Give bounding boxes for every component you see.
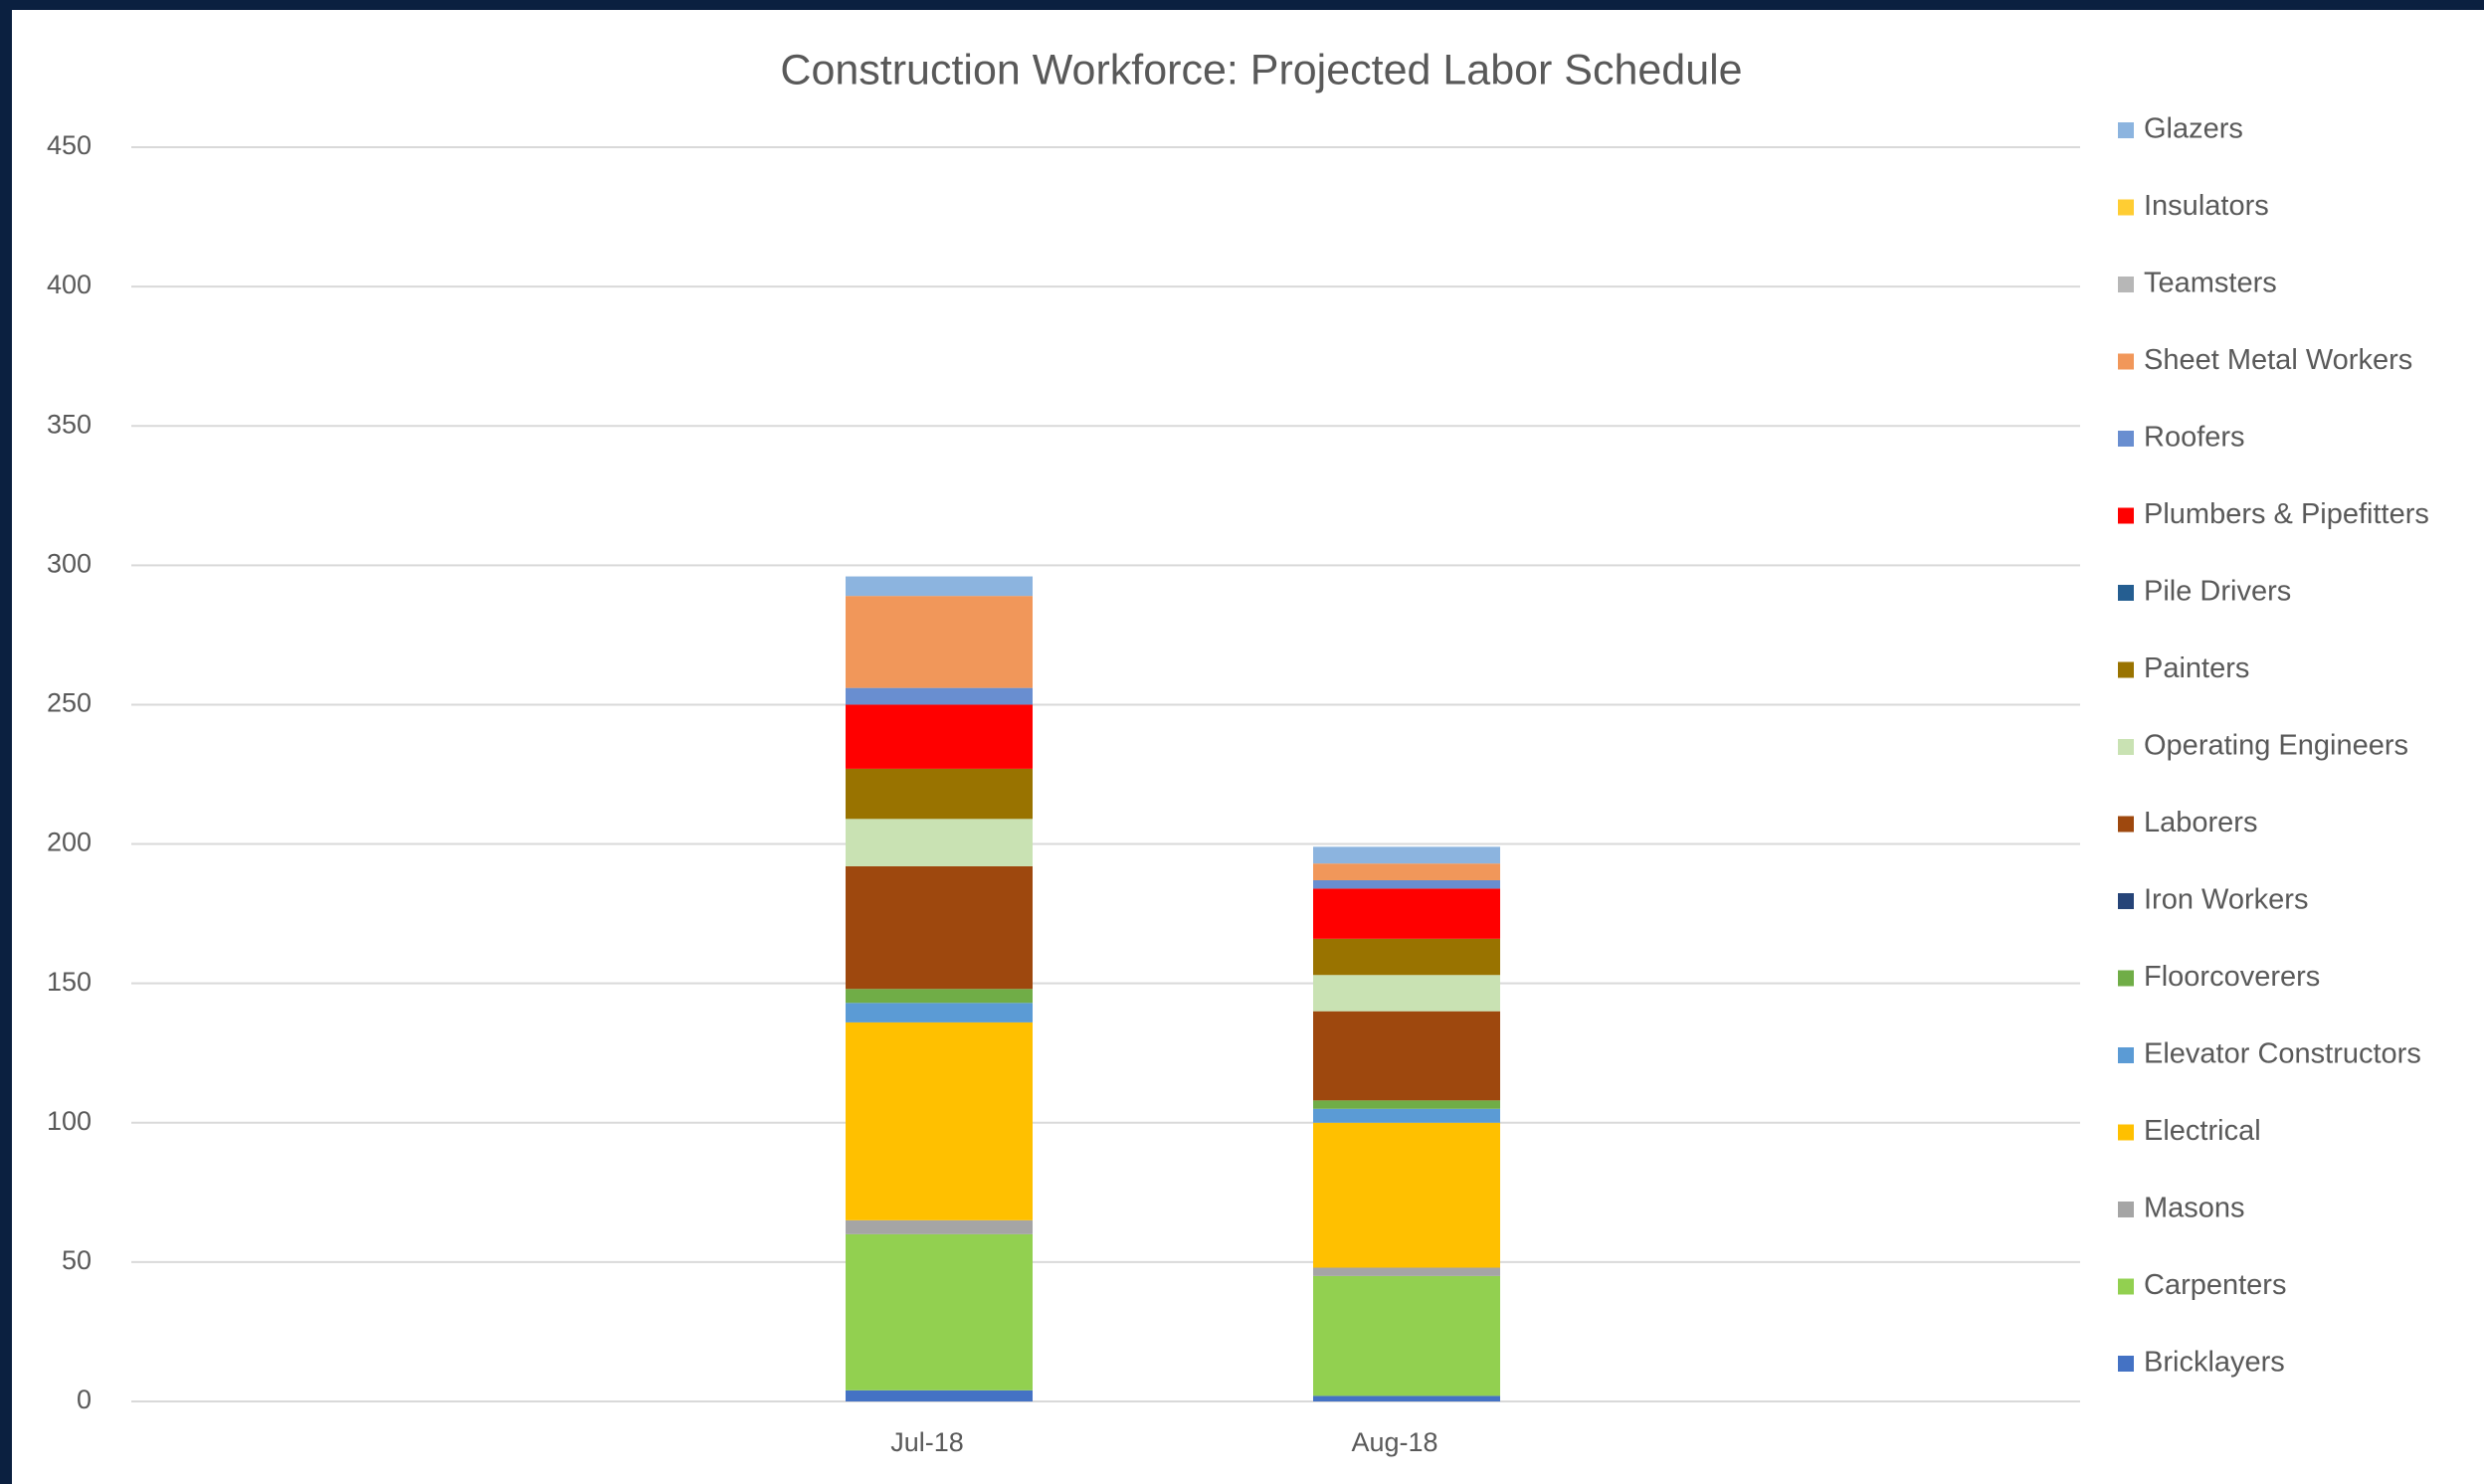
- legend-label: Iron Workers: [2144, 884, 2308, 916]
- bar-segment: [1313, 1100, 1500, 1109]
- y-tick-label: 150: [47, 967, 92, 997]
- bar-segment: [1313, 1011, 1500, 1101]
- bar-segment: [1313, 846, 1500, 864]
- bar-segment: [1313, 975, 1500, 1012]
- y-tick-label: 250: [47, 688, 92, 718]
- legend-label: Plumbers & Pipefitters: [2144, 498, 2429, 530]
- chart-background: [12, 10, 2484, 1484]
- bar-segment: [846, 596, 1033, 688]
- bar-segment: [846, 1390, 1033, 1401]
- legend-swatch: [2118, 353, 2134, 370]
- legend-swatch: [2118, 1047, 2134, 1063]
- bar-segment: [846, 819, 1033, 866]
- legend-swatch: [2118, 1356, 2134, 1372]
- bar-segment: [846, 1021, 1033, 1220]
- legend-label: Pile Drivers: [2144, 576, 2291, 608]
- legend-label: Floorcoverers: [2144, 961, 2320, 993]
- legend-swatch: [2118, 739, 2134, 755]
- legend-label: Glazers: [2144, 113, 2243, 145]
- y-tick-label: 350: [47, 409, 92, 439]
- bar-segment: [846, 989, 1033, 1004]
- legend-swatch: [2118, 1278, 2134, 1295]
- y-tick-label: 50: [62, 1245, 92, 1275]
- bar-segment: [1313, 1275, 1500, 1396]
- bar-segment: [1313, 1395, 1500, 1401]
- legend-swatch: [2118, 1202, 2134, 1217]
- bar-segment: [846, 865, 1033, 990]
- bar-segment: [846, 1219, 1033, 1234]
- legend-swatch: [2118, 661, 2134, 678]
- bar-segment: [1313, 879, 1500, 889]
- bar-segment: [846, 576, 1033, 597]
- x-tick-label: Jul-18: [890, 1427, 964, 1457]
- legend-swatch: [2118, 1124, 2134, 1141]
- legend-label: Elevator Constructors: [2144, 1038, 2421, 1070]
- y-tick-label: 300: [47, 548, 92, 578]
- y-tick-label: 0: [77, 1385, 92, 1414]
- legend-label: Masons: [2144, 1193, 2245, 1224]
- legend-swatch: [2118, 970, 2134, 987]
- bar-segment: [846, 1003, 1033, 1022]
- y-tick-label: 450: [47, 130, 92, 160]
- legend-label: Bricklayers: [2144, 1347, 2285, 1379]
- legend-label: Teamsters: [2144, 268, 2277, 299]
- chart-title: Construction Workforce: Projected Labor …: [780, 46, 1742, 93]
- legend-swatch: [2118, 816, 2134, 833]
- x-tick-label: Aug-18: [1351, 1427, 1437, 1457]
- legend-label: Electrical: [2144, 1115, 2261, 1147]
- legend-swatch: [2118, 507, 2134, 524]
- legend-label: Painters: [2144, 652, 2249, 684]
- legend-swatch: [2118, 277, 2134, 292]
- legend-swatch: [2118, 122, 2134, 138]
- bar-segment: [1313, 938, 1500, 976]
- legend-label: Operating Engineers: [2144, 730, 2408, 762]
- legend-swatch: [2118, 199, 2134, 216]
- bar-segment: [1313, 863, 1500, 880]
- legend-label: Carpenters: [2144, 1269, 2286, 1301]
- legend-label: Insulators: [2144, 190, 2269, 222]
- legend-swatch: [2118, 585, 2134, 601]
- bar-segment: [1313, 1267, 1500, 1276]
- bar-segment: [846, 704, 1033, 769]
- bar-segment: [1313, 1108, 1500, 1123]
- y-tick-label: 400: [47, 270, 92, 299]
- bar-segment: [1313, 1122, 1500, 1268]
- bar-segment: [846, 768, 1033, 820]
- legend-swatch: [2118, 893, 2134, 909]
- bar-segment: [846, 1233, 1033, 1391]
- y-tick-label: 200: [47, 828, 92, 857]
- bar-segment: [1313, 888, 1500, 939]
- legend-label: Sheet Metal Workers: [2144, 344, 2412, 376]
- legend-swatch: [2118, 431, 2134, 447]
- y-tick-label: 100: [47, 1106, 92, 1136]
- bar-segment: [846, 687, 1033, 705]
- legend-label: Laborers: [2144, 807, 2257, 838]
- legend-label: Roofers: [2144, 422, 2245, 454]
